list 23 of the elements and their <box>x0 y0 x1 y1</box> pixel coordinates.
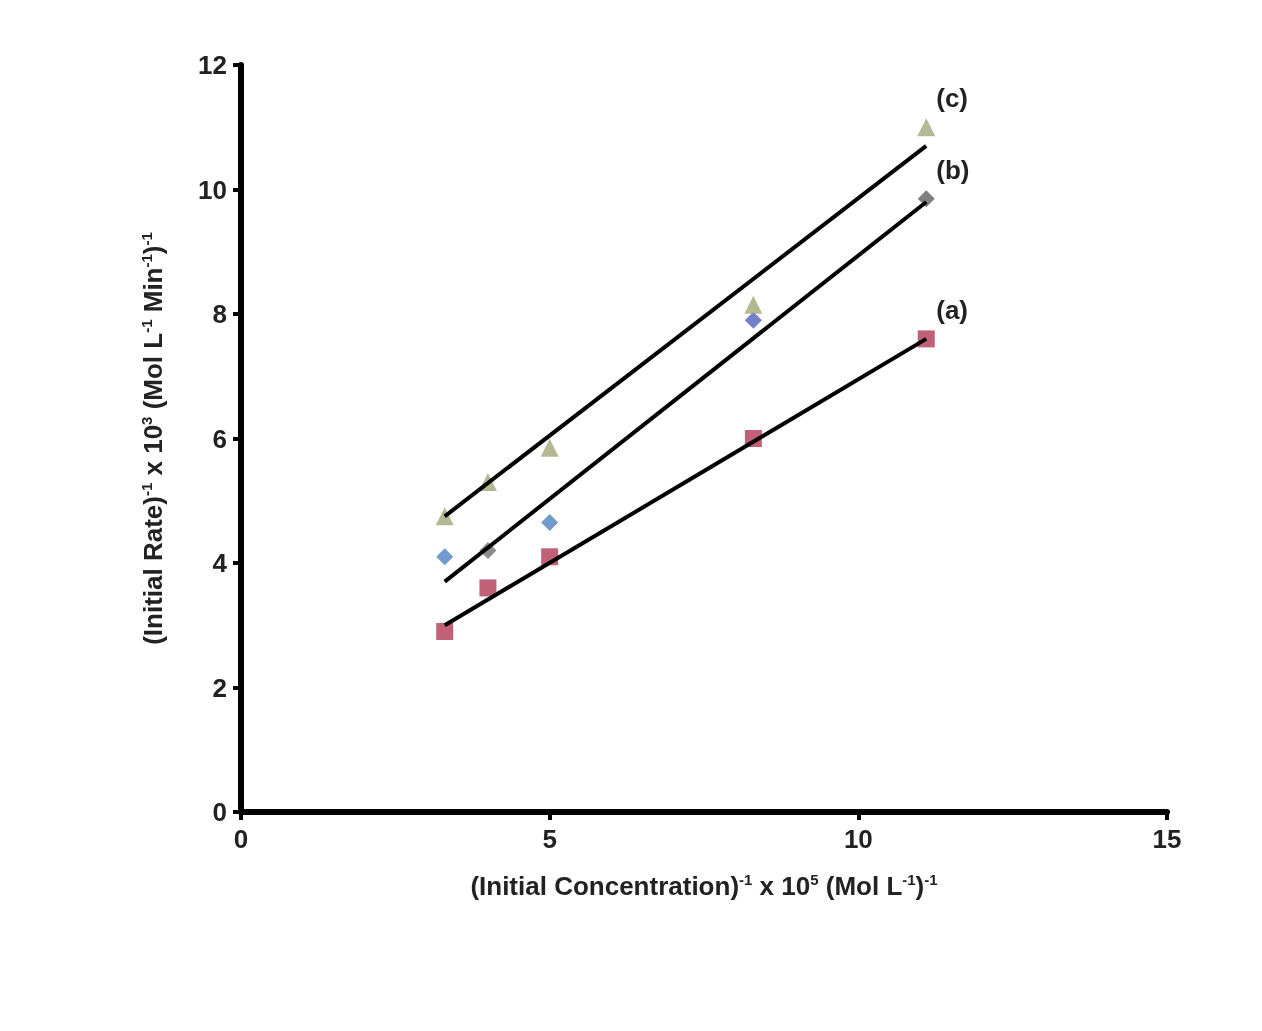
x-tick-label: 10 <box>843 824 873 854</box>
y-tick-label: 6 <box>212 423 227 454</box>
x-tick-label: 15 <box>1152 824 1182 854</box>
point <box>436 622 454 640</box>
y-tick-label: 10 <box>198 174 227 205</box>
y-tick-label: 8 <box>212 299 227 329</box>
annotation: (b) <box>936 154 970 185</box>
annotation: (a) <box>936 294 969 325</box>
annotation: (c) <box>936 83 969 114</box>
x-tick-label: 5 <box>542 824 557 854</box>
text: (Initial Rate)-1 x 103 (Mol L-1 Min-1)-1 <box>137 232 168 645</box>
point <box>479 579 497 597</box>
point <box>436 548 454 566</box>
point <box>917 118 936 137</box>
point <box>744 311 762 329</box>
y-tick-label: 0 <box>212 797 227 827</box>
point <box>541 514 559 532</box>
point <box>744 295 763 314</box>
y-tick-label: 2 <box>212 672 227 703</box>
y-tick-label: 4 <box>212 548 228 578</box>
point <box>540 438 559 457</box>
x-tick-label: 0 <box>233 824 249 854</box>
y-tick-label: 12 <box>198 50 227 80</box>
